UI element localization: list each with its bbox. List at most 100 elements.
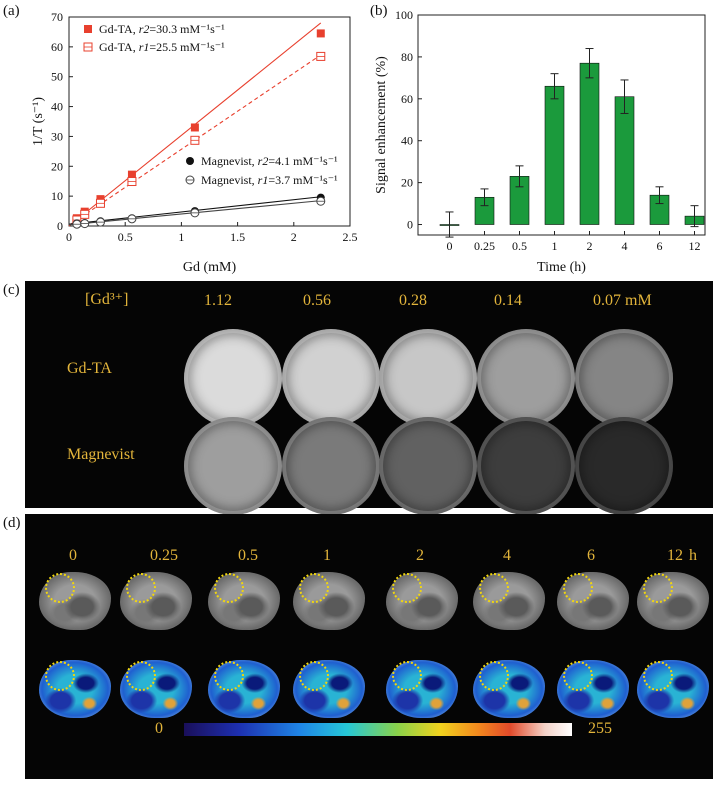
phantom-magnevist [282, 417, 380, 515]
row-label-magnevist: Magnevist [67, 446, 135, 463]
phantom-gd-ta [379, 329, 477, 427]
time-label: 0.25 [150, 547, 178, 564]
x-tick-label: 2 [291, 230, 297, 244]
x-tick-label: 4 [622, 239, 628, 253]
x-tick-label: 0.5 [512, 239, 527, 253]
tumor-roi-circle [126, 573, 156, 603]
tumor-roi-circle [126, 661, 156, 691]
concentration-label: 0.07 mM [593, 292, 652, 309]
x-tick-label: 0.25 [474, 239, 495, 253]
concentration-label: 0.28 [399, 292, 427, 309]
intensity-colorbar [184, 723, 572, 736]
panel-label-d: (d) [3, 515, 21, 531]
x-axis-label: Gd (mM) [183, 260, 237, 275]
x-axis-label: Time (h) [537, 260, 586, 275]
phantom-mri-panel: [Gd³⁺] 1.12 0.56 0.28 0.14 0.07 mM Gd-TA Mag… [25, 281, 713, 515]
tumor-roi-circle [214, 661, 244, 691]
time-label: 0.5 [238, 547, 258, 564]
time-label: 4 [503, 547, 511, 564]
row-label-gd-ta: Gd-TA [67, 360, 112, 377]
tumor-roi-circle [643, 573, 673, 603]
legend-text-top-1: Gd-TA, r1=25.5 mM⁻¹s⁻¹ [99, 40, 225, 54]
time-label: 2 [416, 547, 424, 564]
concentration-label: 0.14 [494, 292, 522, 309]
tumor-roi-circle [45, 573, 75, 603]
x-tick-label: 1.5 [230, 230, 245, 244]
data-point-0 [190, 123, 199, 132]
legend-marker-bottom-0 [186, 157, 194, 165]
legend-text-bottom-1: Magnevist, r1=3.7 mM⁻¹s⁻¹ [201, 173, 338, 187]
x-tick-label: 1 [552, 239, 558, 253]
x-tick-label: 2.5 [343, 230, 358, 244]
y-tick-label: 20 [51, 159, 63, 173]
tumor-roi-circle [45, 661, 75, 691]
tumor-roi-circle [479, 661, 509, 691]
y-tick-label: 10 [51, 189, 63, 203]
phantom-gd-ta [477, 329, 575, 427]
x-tick-label: 12 [689, 239, 701, 253]
tumor-roi-circle [563, 573, 593, 603]
y-tick-label: 100 [395, 8, 413, 22]
y-tick-label: 0 [407, 218, 413, 232]
gd-concentration-header: [Gd³⁺] [85, 291, 129, 308]
bar-1 [544, 85, 565, 225]
panel-label-a: (a) [3, 3, 20, 19]
y-tick-label: 60 [401, 92, 413, 106]
tumor-roi-circle [299, 661, 329, 691]
bar-4 [614, 96, 635, 225]
y-tick-label: 60 [51, 40, 63, 54]
y-tick-label: 40 [51, 100, 63, 114]
mouse-mri-panel: 0 0.25 0.5 1 2 4 6 12 h 0 255 [25, 514, 713, 779]
time-label: 1 [323, 547, 331, 564]
phantom-magnevist [477, 417, 575, 515]
y-tick-label: 50 [51, 70, 63, 84]
x-tick-label: 2 [587, 239, 593, 253]
plot-frame [417, 14, 706, 236]
time-unit-label: h [689, 547, 697, 564]
tumor-roi-circle [479, 573, 509, 603]
chart-a-relaxivity: 0 10 20 30 40 50 60 70 0 0.5 1 1.5 2 2.5 Gd (mM) 1/T (s… [31, 10, 358, 275]
legend-marker-top-0 [84, 25, 92, 33]
bar-2 [579, 62, 600, 225]
concentration-label: 1.12 [204, 292, 232, 309]
tumor-roi-circle [392, 573, 422, 603]
x-tick-label: 6 [657, 239, 663, 253]
phantom-magnevist [575, 417, 673, 515]
legend-text-bottom-0: Magnevist, r2=4.1 mM⁻¹s⁻¹ [201, 154, 338, 168]
panel-label-c: (c) [3, 282, 20, 298]
x-tick-label: 0 [66, 230, 72, 244]
data-point-0 [127, 170, 136, 179]
x-tick-label: 1 [178, 230, 184, 244]
y-tick-label: 30 [51, 129, 63, 143]
tumor-roi-circle [214, 573, 244, 603]
fit-line-1 [68, 54, 322, 226]
tumor-roi-circle [563, 661, 593, 691]
y-tick-label: 20 [401, 176, 413, 190]
time-label: 12 [667, 547, 683, 564]
panel-label-b: (b) [370, 3, 388, 19]
time-label: 6 [587, 547, 595, 564]
tumor-roi-circle [643, 661, 673, 691]
phantom-magnevist [379, 417, 477, 515]
tumor-roi-circle [392, 661, 422, 691]
concentration-label: 0.56 [303, 292, 331, 309]
phantom-gd-ta [282, 329, 380, 427]
data-point-0 [316, 29, 325, 38]
legend-text-top-0: Gd-TA, r2=30.3 mM⁻¹s⁻¹ [99, 22, 225, 36]
phantom-magnevist [184, 417, 282, 515]
x-tick-label: 0.5 [118, 230, 133, 244]
phantom-gd-ta [184, 329, 282, 427]
tumor-roi-circle [299, 573, 329, 603]
y-tick-label: 0 [57, 219, 63, 233]
y-tick-label: 40 [401, 134, 413, 148]
x-tick-label: 0 [447, 239, 453, 253]
time-label: 0 [69, 547, 77, 564]
colorbar-max-label: 255 [588, 720, 612, 737]
colorbar-min-label: 0 [155, 720, 163, 737]
y-tick-label: 70 [51, 10, 63, 24]
plot-frame [68, 16, 351, 227]
y-axis-label: 1/T (s⁻¹) [31, 97, 46, 146]
y-axis-label: Signal enhancement (%) [374, 56, 389, 194]
phantom-gd-ta [575, 329, 673, 427]
